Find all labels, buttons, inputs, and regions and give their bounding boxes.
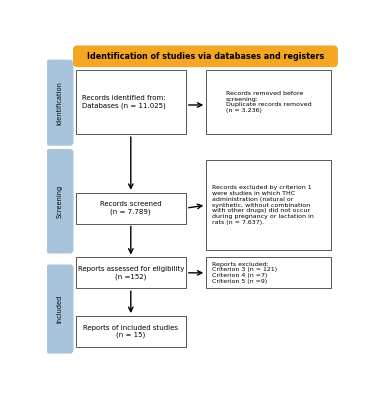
FancyBboxPatch shape (76, 193, 186, 224)
Text: Identification of studies via databases and registers: Identification of studies via databases … (87, 52, 324, 61)
FancyBboxPatch shape (47, 60, 73, 145)
Text: Records excluded by criterion 1
were studies in which THC
administration (natura: Records excluded by criterion 1 were stu… (212, 185, 314, 225)
FancyBboxPatch shape (74, 46, 337, 66)
FancyBboxPatch shape (47, 265, 73, 353)
Text: Records identified from:
Databases (n = 11.025): Records identified from: Databases (n = … (82, 95, 165, 109)
Text: Reports of included studies
(n = 15): Reports of included studies (n = 15) (83, 325, 178, 338)
Text: Included: Included (57, 295, 63, 323)
Text: Identification: Identification (57, 81, 63, 125)
FancyBboxPatch shape (206, 258, 331, 288)
FancyBboxPatch shape (47, 150, 73, 253)
FancyBboxPatch shape (76, 70, 186, 134)
FancyBboxPatch shape (206, 160, 331, 250)
FancyBboxPatch shape (76, 258, 186, 288)
Text: Reports assessed for eligibility
(n =152): Reports assessed for eligibility (n =152… (78, 266, 184, 280)
FancyBboxPatch shape (76, 316, 186, 347)
Text: Records removed before
screening:
Duplicate records removed
(n = 3.236): Records removed before screening: Duplic… (226, 91, 311, 113)
Text: Records screened
(n = 7.789): Records screened (n = 7.789) (100, 202, 162, 215)
Text: Screening: Screening (57, 185, 63, 218)
Text: Reports excluded:
Criterion 3 (n = 121)
Criterion 4 (n =7)
Criterion 5 (n =9): Reports excluded: Criterion 3 (n = 121) … (212, 262, 277, 284)
FancyBboxPatch shape (206, 70, 331, 134)
